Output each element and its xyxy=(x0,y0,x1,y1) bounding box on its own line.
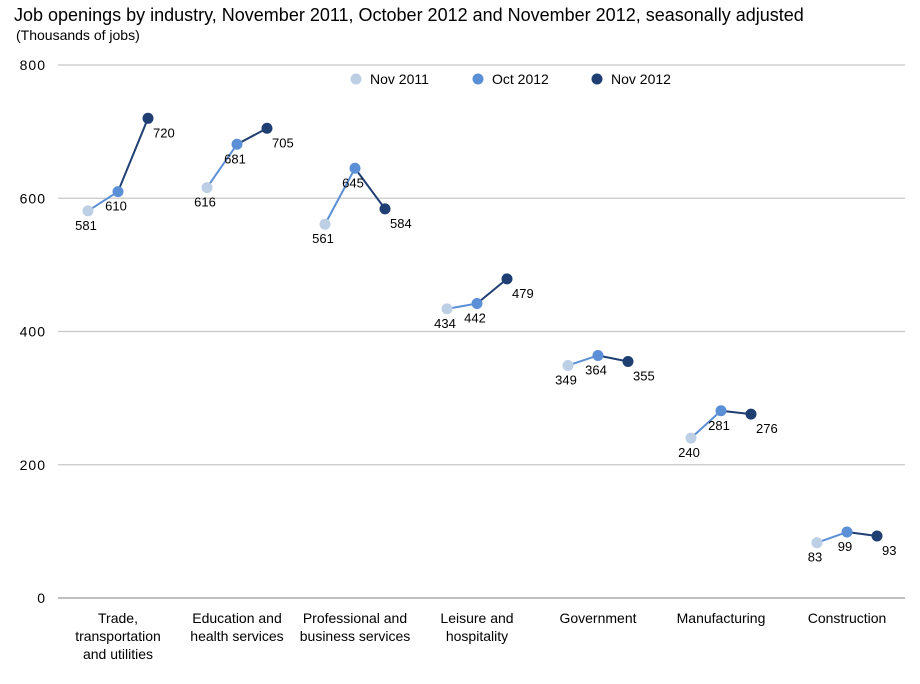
legend: Nov 2011 Oct 2012 Nov 2012 xyxy=(350,71,671,87)
x-category-label: Education and health services xyxy=(190,610,283,644)
data-point xyxy=(811,537,823,549)
data-label: 281 xyxy=(708,418,730,433)
data-label: 581 xyxy=(75,218,97,233)
data-point xyxy=(715,405,727,417)
data-point xyxy=(841,526,853,538)
x-axis: Trade, transportation and utilities Educati… xyxy=(75,610,886,662)
data-point xyxy=(82,205,94,217)
y-tick-label: 200 xyxy=(20,457,46,473)
data-label: 349 xyxy=(555,372,577,387)
data-label: 364 xyxy=(585,362,607,377)
connector-line xyxy=(236,127,268,146)
connector-line xyxy=(690,410,722,439)
grid xyxy=(58,64,905,599)
legend-marker xyxy=(472,73,484,85)
y-tick-label: 600 xyxy=(20,190,46,206)
data-point xyxy=(231,138,243,150)
data-label: 479 xyxy=(512,286,534,301)
data-point xyxy=(685,432,697,444)
x-category-label: Construction xyxy=(808,610,887,626)
legend-marker xyxy=(591,73,603,85)
data-label: 442 xyxy=(464,311,486,326)
data-label: 355 xyxy=(633,368,655,383)
data-point xyxy=(471,298,483,310)
connector-line xyxy=(206,143,238,189)
legend-label: Nov 2012 xyxy=(611,71,671,87)
connector-line xyxy=(117,117,149,192)
plot-area: 581 616 561 434 349 240 83 610 681 645 442 364 281 99… xyxy=(75,112,896,565)
y-tick-label: 400 xyxy=(20,324,46,340)
legend-item: Nov 2012 xyxy=(591,71,671,87)
data-point xyxy=(562,359,574,371)
data-label: 434 xyxy=(434,316,456,331)
data-point xyxy=(871,530,883,542)
connector-line xyxy=(324,167,356,225)
connector-line xyxy=(476,278,508,305)
x-category-label: Professional and business services xyxy=(300,610,411,644)
legend-label: Nov 2011 xyxy=(370,71,429,87)
chart-title: Job openings by industry, November 2011,… xyxy=(14,5,804,25)
data-label: 584 xyxy=(390,216,412,231)
data-point xyxy=(112,186,124,198)
x-category-label: Manufacturing xyxy=(677,610,766,626)
connector-line xyxy=(354,167,386,210)
y-axis: 0 200 400 600 800 xyxy=(20,57,46,606)
data-point xyxy=(261,122,273,134)
y-tick-label: 0 xyxy=(37,590,46,606)
data-label: 276 xyxy=(756,421,778,436)
data-label: 99 xyxy=(838,539,852,554)
chart-subtitle: (Thousands of jobs) xyxy=(16,27,140,43)
data-point xyxy=(501,273,513,285)
data-label: 681 xyxy=(224,151,246,166)
legend-item: Nov 2011 xyxy=(350,71,429,87)
x-category-label: Leisure and hospitality xyxy=(440,610,513,644)
legend-item: Oct 2012 xyxy=(472,71,549,87)
legend-marker xyxy=(350,73,362,85)
data-point xyxy=(142,112,154,124)
data-label: 83 xyxy=(808,550,822,565)
data-point xyxy=(201,182,213,194)
data-label: 93 xyxy=(882,543,896,558)
data-label: 561 xyxy=(312,231,334,246)
data-label: 645 xyxy=(342,175,364,190)
legend-label: Oct 2012 xyxy=(492,71,549,87)
data-point xyxy=(349,162,361,174)
y-tick-label: 800 xyxy=(20,57,46,73)
data-label: 610 xyxy=(105,199,127,214)
data-point xyxy=(592,349,604,361)
data-label: 240 xyxy=(678,445,700,460)
data-point xyxy=(379,203,391,215)
data-point xyxy=(622,355,634,367)
data-label: 720 xyxy=(153,125,175,140)
data-point xyxy=(319,218,331,230)
data-point xyxy=(745,408,757,420)
x-category-label: Government xyxy=(559,610,636,626)
connector-line xyxy=(87,190,119,212)
data-label: 705 xyxy=(272,135,294,150)
data-label: 616 xyxy=(194,195,216,210)
x-category-label: Trade, transportation and utilities xyxy=(75,610,161,662)
data-point xyxy=(441,303,453,315)
